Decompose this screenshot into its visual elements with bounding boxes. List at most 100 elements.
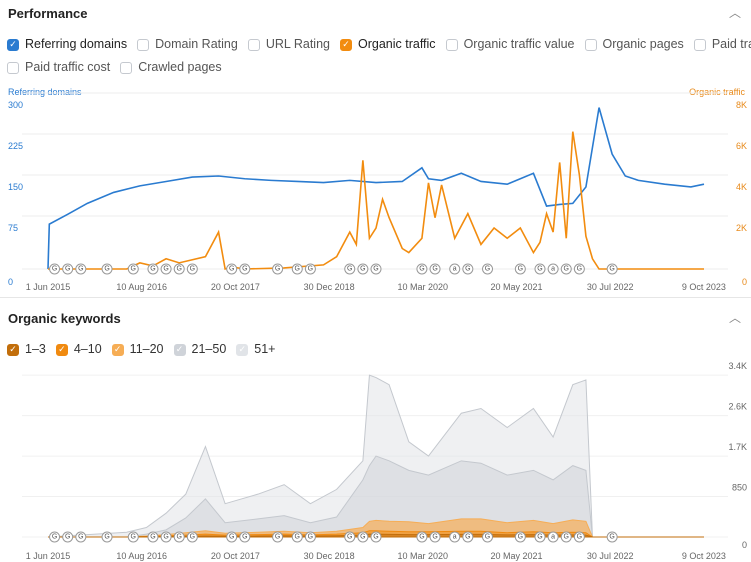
x-tick: 10 Mar 2020 xyxy=(398,551,449,561)
checkbox-box[interactable]: ✓ xyxy=(7,38,19,51)
checkbox-paid-traffic[interactable]: Paid traffic xyxy=(693,37,751,52)
annotation-label: G xyxy=(163,534,168,541)
annotation-marker xyxy=(370,531,382,543)
annotation-label: G xyxy=(275,266,280,273)
annotation-label: G xyxy=(564,534,569,541)
annotation-label: G xyxy=(52,534,57,541)
checkbox-box[interactable] xyxy=(137,38,150,51)
annotation-label: G xyxy=(537,266,542,273)
annotation-label: a xyxy=(453,266,457,273)
checkbox-label: Paid traffic cost xyxy=(25,60,111,74)
annotation-marker xyxy=(573,263,585,275)
annotation-marker xyxy=(239,531,251,543)
annotation-label: G xyxy=(518,266,523,273)
annotation-marker xyxy=(62,263,74,275)
checkbox-4-10[interactable]: ✓ 4–10 xyxy=(55,342,102,357)
annotation-marker xyxy=(429,263,441,275)
annotation-marker xyxy=(449,263,461,275)
collapse-keywords-icon[interactable]: ︿ xyxy=(728,311,741,325)
annotation-marker xyxy=(357,531,369,543)
annotation-marker xyxy=(239,263,251,275)
annotation-label: G xyxy=(308,266,313,273)
checkbox-box[interactable]: ✓ xyxy=(55,343,68,356)
annotation-marker xyxy=(449,531,461,543)
annotation-marker xyxy=(547,531,559,543)
annotation-marker xyxy=(514,263,526,275)
annotation-marker xyxy=(344,263,356,275)
annotation-marker xyxy=(482,531,494,543)
checkbox-label: Domain Rating xyxy=(155,37,238,51)
annotation-marker xyxy=(547,263,559,275)
keyword-position-checkboxes: ✓ 1–3 ✓ 4–10 ✓ 11–20 ✓ 21–50 ✓ 51+ xyxy=(7,342,276,357)
x-tick: 20 Oct 2017 xyxy=(211,282,260,292)
checkbox-label: 51+ xyxy=(254,342,276,356)
checkbox-11-20[interactable]: ✓ 11–20 xyxy=(111,342,164,357)
checkbox-box[interactable] xyxy=(120,61,133,74)
annotation-marker xyxy=(370,263,382,275)
x-tick: 10 Mar 2020 xyxy=(398,282,449,292)
annotation-marker xyxy=(560,263,572,275)
annotation-label: G xyxy=(65,534,70,541)
checkbox-box[interactable]: ✓ xyxy=(173,343,186,356)
annotation-label: G xyxy=(131,534,136,541)
annotation-marker xyxy=(226,263,238,275)
annotation-label: G xyxy=(229,534,234,541)
checkbox-box[interactable]: ✓ xyxy=(111,343,124,356)
section-divider xyxy=(0,297,751,298)
annotation-label: G xyxy=(419,266,424,273)
checkbox-label: Organic pages xyxy=(602,37,684,51)
checkbox-url-rating[interactable]: URL Rating xyxy=(247,37,330,52)
checkbox-organic-pages[interactable]: Organic pages xyxy=(584,37,684,52)
annotation-label: G xyxy=(360,266,365,273)
right-tick: 850 xyxy=(732,483,747,493)
checkbox-box[interactable] xyxy=(7,61,19,74)
keywords-title: Organic keywords xyxy=(8,311,121,326)
checkbox-box[interactable] xyxy=(693,38,706,51)
annotation-label: G xyxy=(373,534,378,541)
checkbox-box[interactable]: ✓ xyxy=(236,343,249,356)
x-tick: 10 Aug 2016 xyxy=(116,551,167,561)
annotation-marker xyxy=(573,531,585,543)
checkbox-organic-traffic[interactable]: ✓ Organic traffic xyxy=(339,37,436,52)
annotation-label: G xyxy=(295,534,300,541)
left-axis-title: Referring domains xyxy=(8,87,82,97)
annotation-label: a xyxy=(551,266,555,273)
annotation-marker xyxy=(101,263,113,275)
annotation-label: G xyxy=(373,266,378,273)
checkbox-label: Organic traffic xyxy=(357,37,436,51)
annotation-marker xyxy=(416,263,428,275)
checkbox-box[interactable]: ✓ xyxy=(339,38,352,51)
checkbox-organic-traffic-value[interactable]: Organic traffic value xyxy=(445,37,575,52)
checkbox-crawled-pages[interactable]: Crawled pages xyxy=(120,60,222,75)
annotation-label: G xyxy=(78,534,83,541)
checkbox-paid-traffic-cost[interactable]: Paid traffic cost xyxy=(7,60,110,75)
performance-metric-checkboxes-row2: Paid traffic cost Crawled pages xyxy=(7,60,222,75)
annotation-label: G xyxy=(609,266,614,273)
checkbox-label: Organic traffic value xyxy=(463,37,575,51)
right-tick: 4K xyxy=(736,182,747,192)
checkbox-label: 21–50 xyxy=(191,342,227,356)
checkbox-21-50[interactable]: ✓ 21–50 xyxy=(173,342,227,357)
annotation-marker xyxy=(272,531,284,543)
annotation-marker xyxy=(429,531,441,543)
checkbox-label: Referring domains xyxy=(25,37,128,51)
left-tick: 225 xyxy=(8,141,23,151)
annotation-marker xyxy=(514,531,526,543)
checkbox-1-3[interactable]: ✓ 1–3 xyxy=(7,342,46,357)
annotation-marker xyxy=(101,531,113,543)
checkbox-label: Paid traffic xyxy=(711,37,751,51)
collapse-performance-icon[interactable]: ︿ xyxy=(728,6,741,20)
annotation-label: G xyxy=(295,266,300,273)
checkbox-box[interactable] xyxy=(584,38,597,51)
checkbox-51-[interactable]: ✓ 51+ xyxy=(236,342,276,357)
checkbox-domain-rating[interactable]: Domain Rating xyxy=(137,37,238,52)
right-tick: 2K xyxy=(736,223,747,233)
annotation-marker xyxy=(462,531,474,543)
checkbox-box[interactable]: ✓ xyxy=(7,343,19,356)
checkbox-box[interactable] xyxy=(247,38,260,51)
checkbox-referring-domains[interactable]: ✓ Referring domains xyxy=(7,37,127,52)
area-21–50 xyxy=(48,455,704,538)
checkbox-box[interactable] xyxy=(445,38,458,51)
left-tick: 150 xyxy=(8,182,23,192)
annotation-marker xyxy=(160,531,172,543)
